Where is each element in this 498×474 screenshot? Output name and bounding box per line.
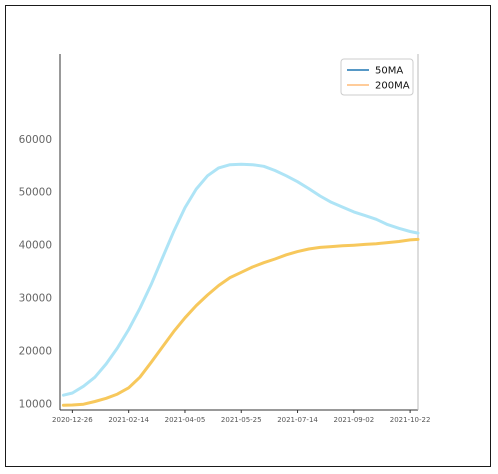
y-tick-label: 10000 xyxy=(19,399,52,411)
x-tick-label: 2020-12-26 xyxy=(52,416,93,424)
x-tick-label: 2021-05-25 xyxy=(221,416,262,424)
x-tick-label: 2021-02-14 xyxy=(108,416,149,424)
series-line-50ma xyxy=(61,162,420,397)
y-tick-label: 60000 xyxy=(19,134,52,146)
x-tick-label: 2021-07-14 xyxy=(277,416,318,424)
axes: 10000 20000 30000 40000 50000 60000 2020-12-26… xyxy=(19,54,431,424)
y-tick-label: 20000 xyxy=(19,346,52,358)
x-tick-label: 2021-04-05 xyxy=(165,416,206,424)
series-line-200ma xyxy=(61,237,420,407)
legend-entry: 50MA xyxy=(375,66,403,77)
y-tick-label: 50000 xyxy=(19,187,52,199)
y-tick-label: 30000 xyxy=(19,293,52,305)
x-tick-label: 2021-09-02 xyxy=(333,416,374,424)
legend: 50MA 200MA xyxy=(340,58,414,96)
y-tick-label: 40000 xyxy=(19,240,52,252)
x-tick-label: 2021-10-22 xyxy=(390,416,431,424)
legend-entry: 200MA xyxy=(375,81,410,92)
series-lines xyxy=(61,162,420,407)
legend-box xyxy=(340,58,414,96)
